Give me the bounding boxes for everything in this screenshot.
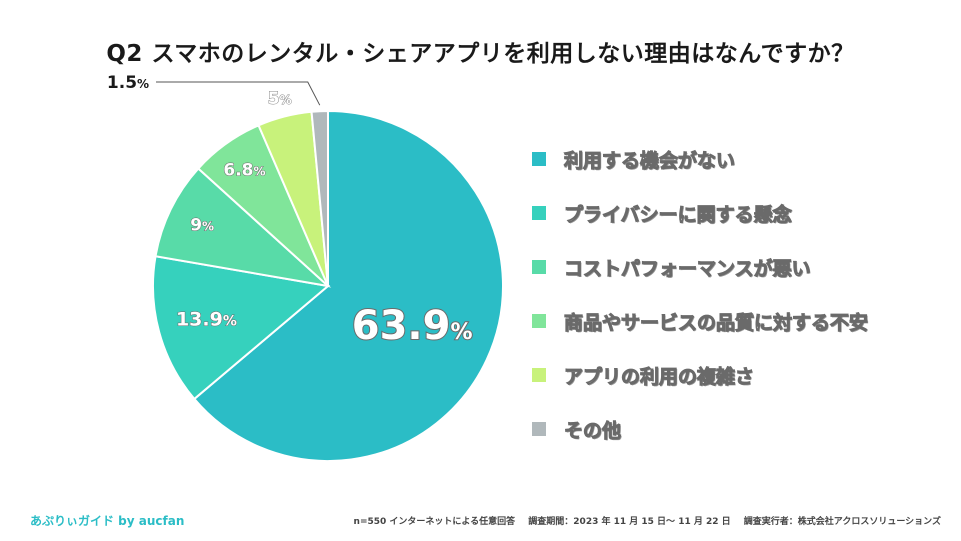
legend-swatch [532,314,546,328]
legend-label: 商品やサービスの品質に対する不安 [563,311,869,334]
legend-item: プライバシーに関する懸念 [532,186,868,240]
data-label: 63.9% [352,303,473,349]
survey-info: n=550 インターネットによる任意回答 調査期間：2023 年 11 月 15… [354,514,941,527]
data-label: 1.5% [107,73,149,93]
legend-label: プライバシーに関する懸念 [564,203,793,226]
legend-label: その他 [563,419,622,442]
survey-period: 調査期間：2023 年 11 月 15 日〜 11 月 22 日 [528,517,731,527]
legend-item: 利用する機会がない [532,132,868,186]
legend-item: コストパフォーマンスが悪い [532,240,868,294]
legend-swatch [532,152,546,166]
legend-swatch [532,260,546,274]
legend-label: アプリの利用の複雑さ [563,365,755,388]
pie-slice [192,109,504,462]
chart-title: Q2 スマホのレンタル・シェアアプリを利用しない理由はなんですか？ [106,41,855,67]
data-label: 5% [268,89,292,109]
legend-swatch [532,368,546,382]
survey-sample: n=550 インターネットによる任意回答 [353,517,516,527]
legend-swatch [532,206,546,220]
leader-line [156,81,321,106]
legend: 利用する機会がないプライバシーに関する懸念 コストパフォーマンスが悪い商品やサービ… [532,132,869,456]
legend-item: 商品やサービスの品質に対する不安 [532,294,869,348]
legend-item: アプリの利用の複雑さ [532,348,868,402]
survey-conductor: 調査実行者：株式会社アクロスソリューションズ [743,517,941,527]
pie-slice [310,109,329,287]
brand-logo-text: あぷりぃガイド by aucfan [30,514,185,528]
legend-item: その他 [532,402,868,456]
data-label: 6.8% [223,160,265,180]
legend-swatch [532,422,546,436]
data-label: 13.9% [176,309,237,331]
pie-slice [152,255,331,401]
legend-label: コストパフォーマンスが悪い [564,257,812,280]
legend-label: 利用する機会がない [563,149,736,172]
data-label: 9% [190,216,214,236]
pie-slice [154,167,332,288]
